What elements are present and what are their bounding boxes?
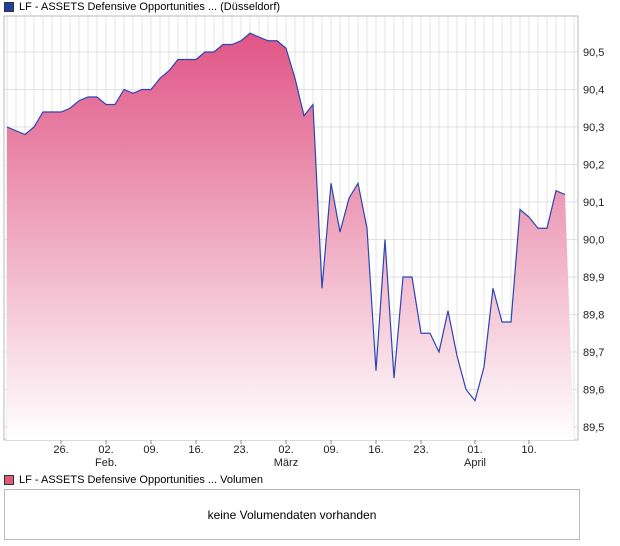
price-legend-label: LF - ASSETS Defensive Opportunities ... …	[19, 1, 281, 13]
x-tick-label: 09.	[323, 444, 338, 456]
y-tick-label: 90,5	[583, 47, 604, 59]
x-tick-label: 01.	[467, 444, 482, 456]
volume-panel: keine Volumendaten vorhanden	[4, 489, 580, 540]
x-tick-label: 23.	[233, 444, 248, 456]
price-series-line	[6, 32, 566, 403]
x-tick-label: 02.	[278, 444, 293, 456]
y-tick-label: 90,4	[583, 85, 604, 97]
x-month-label: Feb.	[95, 457, 117, 469]
y-tick-label: 89,5	[583, 422, 604, 434]
price-legend: LF - ASSETS Defensive Opportunities ... …	[4, 0, 280, 14]
y-axis-ticks: 90,5 90,4 90,3 90,2 90,1 90,0 89,9 89,8 89,7 89,6…	[583, 47, 604, 434]
x-tick-label: 16.	[188, 444, 203, 456]
y-tick-label: 89,9	[583, 272, 604, 284]
x-month-label: März	[274, 457, 298, 469]
volume-legend-swatch	[4, 475, 14, 485]
y-tick-label: 89,6	[583, 385, 604, 397]
volume-legend: LF - ASSETS Defensive Opportunities ... …	[4, 473, 263, 487]
x-month-label: April	[464, 457, 486, 469]
volume-legend-label: LF - ASSETS Defensive Opportunities ... …	[19, 474, 263, 486]
price-legend-swatch	[4, 2, 14, 12]
y-tick-label: 90,3	[583, 122, 604, 134]
x-tick-label: 23.	[413, 444, 428, 456]
y-tick-label: 89,7	[583, 347, 604, 359]
x-tick-label: 02.	[98, 444, 113, 456]
y-tick-label: 90,0	[583, 235, 604, 247]
x-tick-label: 26.	[53, 444, 68, 456]
y-tick-label: 90,2	[583, 160, 604, 172]
no-volume-message: keine Volumendaten vorhanden	[207, 508, 377, 522]
y-tick-label: 90,1	[583, 197, 604, 209]
price-chart: 90,5 90,4 90,3 90,2 90,1 90,0 89,9 89,8 89,7 89,6…	[3, 15, 604, 469]
x-tick-label: 09.	[143, 444, 158, 456]
x-tick-label: 10.	[521, 444, 536, 456]
y-tick-label: 89,8	[583, 310, 604, 322]
x-tick-label: 16.	[368, 444, 383, 456]
